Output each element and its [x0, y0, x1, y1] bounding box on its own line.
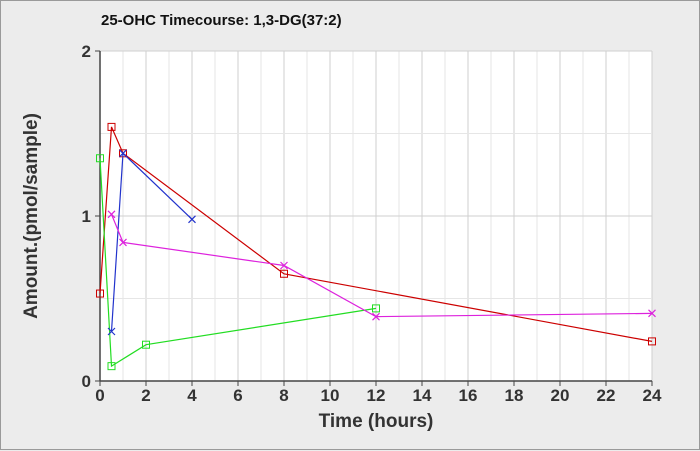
data-point [372, 304, 380, 313]
y-tick-label: 2 [82, 42, 91, 61]
data-point [96, 289, 104, 298]
data-point [142, 340, 150, 349]
series-2 [96, 154, 380, 371]
data-point [119, 238, 127, 247]
data-point [119, 149, 127, 158]
x-tick-label: 0 [95, 386, 104, 405]
x-tick-label: 2 [141, 386, 150, 405]
y-tick-label: 1 [82, 207, 91, 226]
x-axis-label: Time (hours) [319, 411, 434, 432]
series-3 [107, 149, 196, 336]
x-tick-label: 4 [187, 386, 197, 405]
data-point [107, 122, 116, 131]
data-point [280, 261, 288, 270]
x-tick-label: 18 [505, 386, 524, 405]
data-point [107, 210, 116, 219]
series-group [96, 122, 656, 371]
y-tick-label: 0 [82, 372, 91, 391]
series-line [99, 158, 377, 368]
x-tick-label: 22 [597, 386, 616, 405]
x-tick-label: 20 [551, 386, 570, 405]
data-point [648, 337, 656, 346]
x-tick-label: 10 [321, 386, 340, 405]
y-axis-label: Amount.(pmol/sample) [21, 113, 42, 319]
series-4 [107, 210, 656, 321]
data-point [96, 154, 104, 163]
data-point [107, 362, 116, 371]
x-tick-label: 12 [367, 386, 386, 405]
x-tick-label: 8 [279, 386, 288, 405]
chart-title: 25-OHC Timecourse: 1,3-DG(37:2) [101, 12, 342, 29]
data-point [107, 327, 116, 336]
axes [95, 50, 653, 386]
x-tick-label: 6 [233, 386, 242, 405]
x-tick-label: 16 [459, 386, 478, 405]
data-point [372, 312, 380, 321]
data-point [188, 215, 196, 224]
x-tick-label: 14 [413, 386, 432, 405]
x-tick-label: 24 [643, 386, 662, 405]
data-point [648, 309, 656, 318]
data-point [280, 269, 288, 278]
